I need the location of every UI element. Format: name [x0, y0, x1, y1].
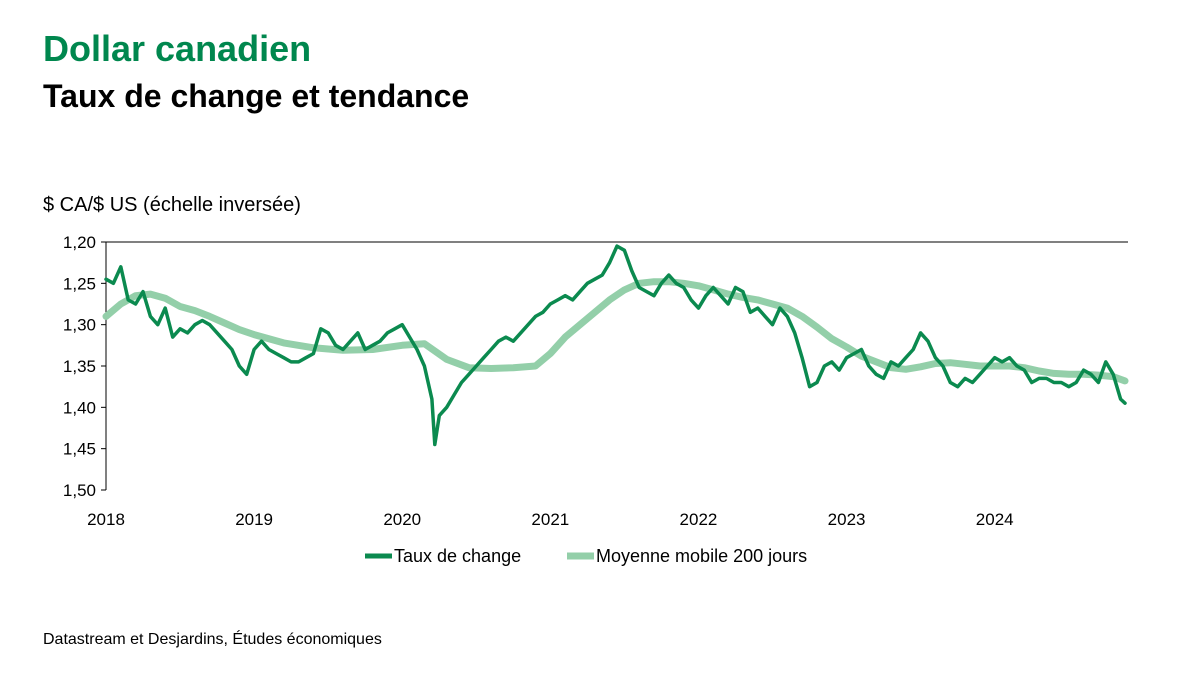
series-taux-de-change-line [104, 244, 1127, 447]
series-moyenne-mobile-line [102, 278, 1129, 385]
x-ticks: 2018 2019 2020 2021 2022 2023 2024 [87, 510, 1014, 529]
legend-moyenne-mobile-label: Moyenne mobile 200 jours [596, 546, 807, 566]
x-tick-label: 2019 [235, 510, 273, 529]
x-tick-label: 2024 [976, 510, 1014, 529]
chart-subtitle: Taux de change et tendance [43, 78, 470, 114]
y-tick-label: 1,20 [63, 233, 96, 252]
x-tick-label: 2022 [680, 510, 718, 529]
y-tick-label: 1,45 [63, 440, 96, 459]
y-tick-label: 1,50 [63, 481, 96, 500]
x-tick-label: 2021 [531, 510, 569, 529]
legend: Taux de change Moyenne mobile 200 jours [365, 546, 807, 566]
y-tick-label: 1,30 [63, 316, 96, 335]
x-tick-label: 2023 [828, 510, 866, 529]
x-tick-label: 2018 [87, 510, 125, 529]
legend-taux-de-change-label: Taux de change [394, 546, 521, 566]
source-note: Datastream et Desjardins, Études économi… [43, 631, 382, 648]
y-axis-label: $ CA/$ US (échelle inversée) [43, 194, 301, 216]
y-tick-label: 1,25 [63, 274, 96, 293]
chart-title: Dollar canadien [43, 28, 312, 69]
y-tick-label: 1,40 [63, 398, 96, 417]
y-tick-label: 1,35 [63, 357, 96, 376]
y-ticks: 1,20 1,25 1,30 1,35 1,40 1,45 1,50 [63, 233, 106, 500]
x-tick-label: 2020 [383, 510, 421, 529]
